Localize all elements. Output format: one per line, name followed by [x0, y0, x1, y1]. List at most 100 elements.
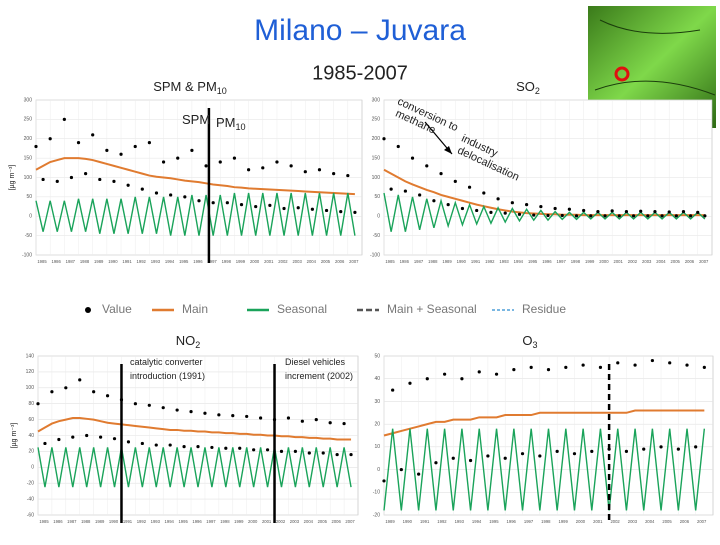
data-point	[659, 445, 663, 449]
data-point	[64, 386, 68, 390]
data-point	[76, 141, 81, 145]
data-point	[98, 177, 102, 182]
legend-label: Seasonal	[277, 302, 327, 316]
data-point	[339, 210, 343, 214]
y-tick-label: 140	[26, 353, 35, 359]
data-point	[314, 418, 318, 422]
data-point	[446, 203, 450, 207]
chart: -100 -50 0 50 100 150 200 250 300 1985 1986 1987 198…	[9, 97, 363, 264]
y-tick-label: 20	[28, 449, 34, 455]
y-tick-label: 200	[372, 136, 381, 142]
data-point	[489, 210, 493, 214]
data-point	[396, 144, 400, 149]
y-tick-label: -40	[27, 496, 34, 502]
title-sub: 2	[535, 86, 540, 96]
data-point	[475, 208, 479, 213]
y-tick-label: 30	[374, 399, 380, 405]
x-tick-label: 1990	[108, 259, 118, 264]
chart-title: SO2	[516, 79, 540, 96]
data-point	[650, 358, 654, 363]
x-tick-label: 2007	[349, 259, 359, 264]
data-point	[674, 214, 678, 218]
data-point	[646, 214, 650, 218]
y-tick-label: 250	[372, 117, 381, 123]
data-point	[582, 208, 586, 213]
x-tick-label: 2006	[680, 519, 690, 524]
data-point	[467, 185, 472, 189]
x-tick-label: 2002	[278, 259, 288, 264]
y-tick-label: 150	[24, 155, 33, 161]
x-tick-label: 2007	[345, 519, 355, 524]
data-point	[224, 446, 228, 450]
data-point	[203, 411, 207, 415]
y-tick-label: 40	[28, 433, 34, 439]
x-tick-label: 1987	[67, 519, 77, 524]
data-point	[85, 433, 89, 438]
data-point	[182, 445, 186, 449]
x-tick-label: 2005	[662, 519, 672, 524]
data-point	[589, 214, 593, 218]
annotation: introduction (1991)	[130, 371, 205, 381]
y-tick-label: 50	[374, 353, 380, 359]
period: 1985-2007	[312, 62, 408, 84]
x-tick-label: 1986	[53, 519, 63, 524]
chart-title: O3	[522, 333, 537, 350]
y-tick-label: 50	[374, 194, 380, 200]
data-point	[410, 156, 415, 160]
title-text: SO	[516, 79, 535, 94]
x-tick-label: 1999	[585, 259, 595, 264]
y-tick-label: 40	[374, 376, 380, 382]
y-tick-label: -100	[370, 252, 380, 258]
title-sub: 2	[195, 340, 200, 350]
data-point	[590, 449, 594, 453]
data-point	[598, 365, 603, 369]
annotation: catalytic converter	[130, 357, 203, 367]
y-tick-label: -50	[25, 233, 32, 239]
data-point	[532, 213, 536, 217]
data-point	[43, 441, 47, 446]
x-tick-label: 1994	[514, 259, 524, 264]
legend-swatch	[85, 307, 91, 313]
data-point	[275, 160, 279, 164]
data-point	[99, 435, 103, 439]
data-point	[546, 213, 550, 218]
x-tick-label: 1992	[437, 519, 447, 524]
y-tick-label: 150	[372, 155, 381, 161]
data-point	[261, 166, 265, 170]
x-tick-label: 1997	[206, 519, 216, 524]
data-point	[168, 443, 172, 447]
data-point	[617, 214, 621, 218]
data-point	[147, 141, 151, 145]
data-point	[564, 365, 568, 369]
data-point	[668, 361, 672, 365]
annotation: PM10	[216, 115, 246, 132]
x-tick-label: 2004	[304, 519, 314, 524]
annotation: increment (2002)	[285, 371, 353, 381]
x-tick-label: 2001	[264, 259, 274, 264]
data-point	[161, 406, 165, 410]
x-tick-label: 2005	[318, 519, 328, 524]
x-tick-label: 1987	[66, 259, 76, 264]
data-point	[268, 203, 272, 207]
y-tick-label: -20	[373, 512, 380, 518]
legend-label: Main	[182, 302, 208, 316]
data-point	[303, 170, 307, 174]
annotation-text: introduction (1991)	[130, 371, 205, 381]
data-point	[460, 377, 464, 381]
data-point	[190, 148, 194, 152]
data-point	[642, 447, 646, 451]
y-tick-label: 0	[377, 467, 380, 473]
data-point	[425, 164, 429, 168]
data-point	[133, 144, 137, 149]
data-point	[183, 195, 187, 199]
data-point	[126, 440, 131, 444]
series-line	[383, 192, 706, 232]
data-point	[41, 177, 45, 182]
x-tick-label: 2007	[697, 519, 707, 524]
y-tick-label: 0	[31, 465, 34, 471]
x-tick-label: 2002	[610, 519, 620, 524]
data-point	[639, 209, 643, 213]
data-point	[218, 160, 222, 164]
data-point	[140, 187, 144, 191]
